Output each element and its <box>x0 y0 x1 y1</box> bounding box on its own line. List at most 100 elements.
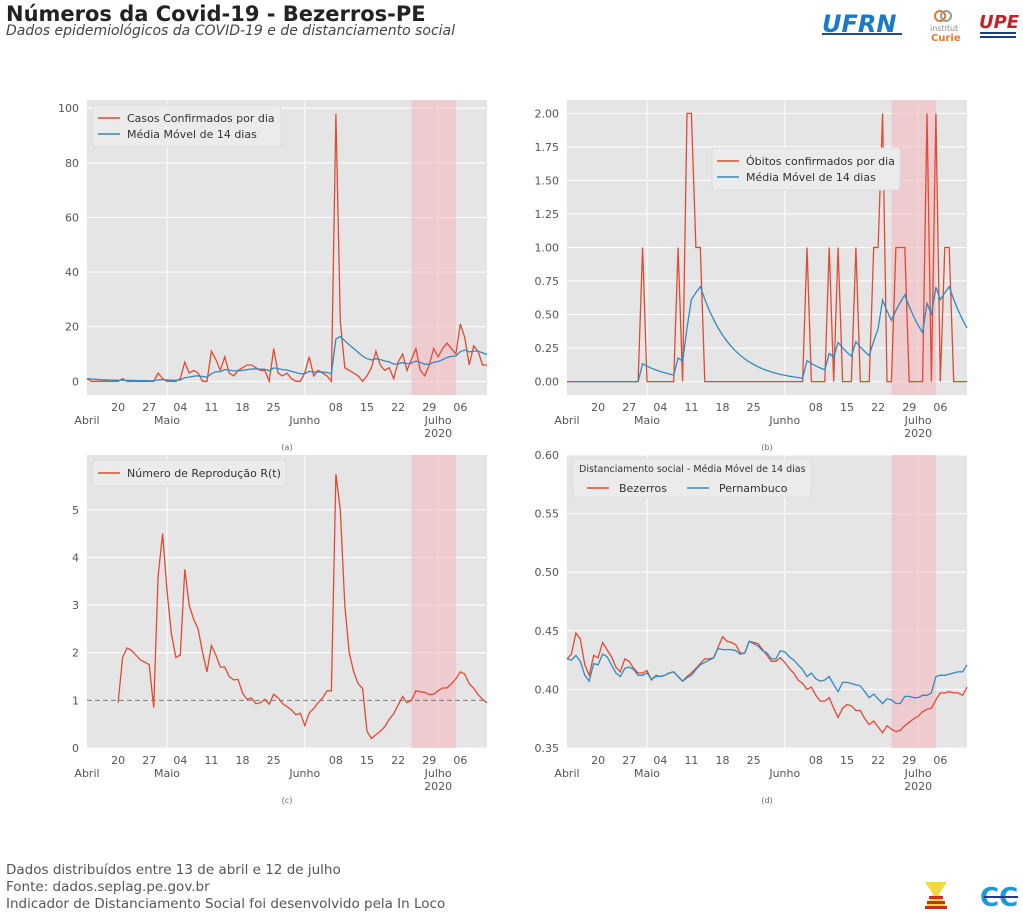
footer-source: Fonte: dados.seplag.pe.gov.br <box>6 879 210 895</box>
x-tick-label: 18 <box>236 754 250 767</box>
x-tick-label: 15 <box>360 754 374 767</box>
series-line-n-mero-de-reprodu-o-r-t- <box>117 474 488 740</box>
y-tick-label: 0.55 <box>535 508 560 521</box>
chart-caption: (a) <box>281 443 292 452</box>
chart-d: 0.35 0.40 0.45 0.50 0.55 0.60 20 27 04 11 18 25 08 15… <box>535 449 968 805</box>
x-tick-label: 15 <box>840 401 854 414</box>
x-tick-label: 25 <box>267 754 281 767</box>
x-month-label: Abril <box>554 767 579 780</box>
x-month-label: Abril <box>74 414 99 427</box>
series-line-bezerros <box>566 631 968 734</box>
legend-box <box>92 459 287 487</box>
x-tick-label: 20 <box>591 401 605 414</box>
x-month-label: Maio <box>154 414 180 427</box>
x-month-label: Julho <box>904 414 932 427</box>
x-month-label: Abril <box>74 767 99 780</box>
x-month-label: Maio <box>634 414 660 427</box>
x-year-label: 2020 <box>904 780 932 793</box>
legend-label: Pernambuco <box>719 482 788 495</box>
x-tick-label: 29 <box>422 754 436 767</box>
y-tick-label: 1.75 <box>535 141 560 154</box>
y-tick-label: 0.50 <box>535 309 560 322</box>
x-month-label: Julho <box>424 414 452 427</box>
x-tick-label: 11 <box>684 401 698 414</box>
shaded-period <box>891 455 936 748</box>
x-tick-label: 18 <box>236 401 250 414</box>
x-tick-label: 11 <box>204 401 218 414</box>
y-tick-label: 100 <box>58 102 79 115</box>
footer-indicator-credit: Indicador de Distanciamento Social foi d… <box>6 896 446 912</box>
x-month-label: Julho <box>904 767 932 780</box>
x-tick-label: 04 <box>653 401 667 414</box>
x-tick-label: 25 <box>267 401 281 414</box>
legend-label: Média Móvel de 14 dias <box>746 171 876 184</box>
page-title: Números da Covid-19 - Bezerros-PE <box>6 2 426 26</box>
x-tick-label: 06 <box>933 754 947 767</box>
x-tick-label: 18 <box>716 754 730 767</box>
x-tick-label: 29 <box>902 401 916 414</box>
x-tick-label: 06 <box>933 401 947 414</box>
x-tick-label: 04 <box>173 401 187 414</box>
x-tick-label: 06 <box>453 754 467 767</box>
x-tick-label: 18 <box>716 401 730 414</box>
upe-logo-text: UPE <box>979 12 1020 33</box>
x-tick-label: 27 <box>142 754 156 767</box>
x-tick-label: 08 <box>809 401 823 414</box>
x-tick-label: 20 <box>111 754 125 767</box>
x-tick-label: 29 <box>422 401 436 414</box>
x-tick-label: 06 <box>453 401 467 414</box>
series-line-m-dia-m-vel-de-14-dias <box>567 285 968 383</box>
footer-notes: Dados distribuídos entre 13 de abril e 1… <box>6 862 445 913</box>
page-subtitle: Dados epidemiológicos da COVID-19 e de d… <box>6 23 456 39</box>
upe-logo: UPE <box>979 12 1020 38</box>
legend-box <box>92 104 282 148</box>
y-tick-label: 0.60 <box>535 449 560 462</box>
x-tick-label: 29 <box>902 754 916 767</box>
x-month-label: Abril <box>554 414 579 427</box>
x-month-label: Maio <box>154 767 180 780</box>
hourglass-logo <box>925 882 947 909</box>
x-month-label: Junho <box>768 414 800 427</box>
x-tick-label: 22 <box>871 754 885 767</box>
legend-box <box>711 147 901 191</box>
x-tick-label: 22 <box>391 754 405 767</box>
x-month-label: Junho <box>288 767 320 780</box>
y-tick-label: 60 <box>65 211 79 224</box>
x-tick-label: 20 <box>591 754 605 767</box>
shaded-period <box>411 455 456 748</box>
ufrn-logo: UFRN <box>822 10 902 38</box>
footer-date-range: Dados distribuídos entre 13 de abril e 1… <box>6 862 341 878</box>
y-tick-label: 4 <box>72 551 79 564</box>
x-tick-label: 20 <box>111 401 125 414</box>
x-month-label: Junho <box>768 767 800 780</box>
legend-label: Óbitos confirmados por dia <box>746 155 895 168</box>
x-tick-label: 27 <box>622 754 636 767</box>
x-tick-label: 25 <box>747 754 761 767</box>
x-tick-label: 04 <box>173 754 187 767</box>
legend-label: Número de Reprodução R(t) <box>127 467 281 480</box>
legend-title: Distanciamento social - Média Móvel de 1… <box>579 464 806 475</box>
x-tick-label: 11 <box>684 754 698 767</box>
y-tick-label: 0.25 <box>535 342 560 355</box>
legend: Distanciamento social - Média Móvel de 1… <box>572 458 812 498</box>
y-tick-label: 5 <box>72 504 79 517</box>
x-tick-label: 08 <box>329 401 343 414</box>
y-tick-label: 0.35 <box>535 742 560 755</box>
y-tick-label: 1.25 <box>535 208 560 221</box>
legend: Óbitos confirmados por dia Média Móvel de… <box>711 147 901 191</box>
curie-logo: institut Curie <box>930 10 961 44</box>
x-tick-label: 22 <box>391 401 405 414</box>
legend-label: Bezerros <box>619 482 667 495</box>
chart-caption: (d) <box>761 796 772 805</box>
chart-caption: (b) <box>761 443 772 452</box>
y-tick-label: 0.00 <box>535 376 560 389</box>
x-tick-label: 11 <box>204 754 218 767</box>
x-year-label: 2020 <box>424 427 452 440</box>
x-tick-label: 22 <box>871 401 885 414</box>
y-tick-label: 2 <box>72 647 79 660</box>
y-tick-label: 1 <box>72 694 79 707</box>
x-tick-label: 27 <box>142 401 156 414</box>
curie-logo-bottom: Curie <box>931 33 961 44</box>
chart-a: 0 20 40 60 80 100 20 27 04 11 18 25 08 15 22 29 06 Abril M… <box>58 100 488 452</box>
